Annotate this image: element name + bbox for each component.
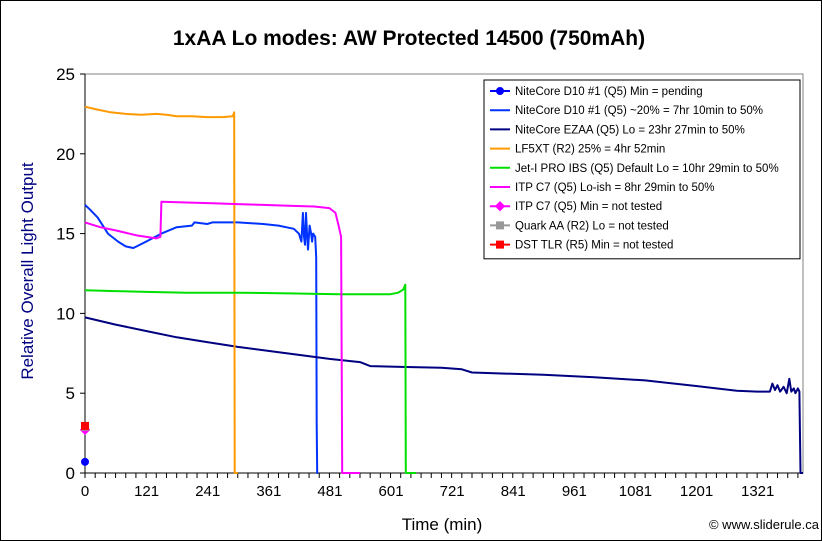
legend-entry: ITP C7 (Q5) Lo-ish = 8hr 29min to 50% [490,182,715,194]
series-line [84,200,360,474]
legend-entry: LF5XT (R2) 25% = 4hr 52min [490,144,665,156]
x-tick-label: 1321 [741,483,774,500]
data-point [81,421,89,430]
legend-entry: Quark AA (R2) Lo = not tested [490,220,669,232]
legend-entry: NiteCore D10 #1 (Q5) ~20% = 7hr 10min to… [490,105,763,117]
x-tick-label: 1081 [619,483,652,500]
series-3 [84,316,803,474]
series-line [84,316,803,474]
x-tick-label: 1201 [680,483,713,500]
legend-entry: Jet-I PRO IBS (Q5) Default Lo = 10hr 29m… [490,163,779,175]
series-layer [79,105,803,474]
legend-label: NiteCore D10 #1 (Q5) ~20% = 7hr 10min to… [515,105,763,117]
series-5 [84,283,416,474]
y-tick-label: 10 [56,304,75,323]
y-tick-label: 0 [66,464,75,483]
x-tick-label: 721 [440,483,465,500]
legend-label: Quark AA (R2) Lo = not tested [515,220,669,232]
legend-marker [494,200,506,212]
x-axis-label: Time (min) [402,515,483,534]
legend-marker [496,87,504,95]
legend-label: LF5XT (R2) 25% = 4hr 52min [515,144,665,156]
y-axis-label: Relative Overall Light Output [18,162,37,380]
legend-box [483,79,801,260]
data-point [81,457,89,466]
legend-entry: NiteCore EZAA (Q5) Lo = 23hr 27min to 50… [490,124,745,136]
series-9 [81,421,89,430]
x-tick-label: 0 [81,483,89,500]
x-tick-label: 481 [317,483,342,500]
legend-label: DST TLR (R5) Min = not tested [515,240,673,252]
series-line [84,204,319,474]
x-tick-label: 241 [195,483,220,500]
legend-label: Jet-I PRO IBS (Q5) Default Lo = 10hr 29m… [515,163,779,175]
series-2 [84,204,319,474]
chart-title: 1xAA Lo modes: AW Protected 14500 (750mA… [173,27,645,50]
legend-label: ITP C7 (Q5) Lo-ish = 8hr 29min to 50% [515,182,715,194]
y-tick-label: 15 [56,225,75,244]
series-6 [84,200,360,474]
legend: NiteCore D10 #1 (Q5) Min = pending NiteCo… [483,79,801,260]
legend-label: NiteCore D10 #1 (Q5) Min = pending [515,86,703,98]
x-tick-label: 841 [501,483,526,500]
x-tick-label: 121 [134,483,159,500]
series-line [84,283,416,474]
y-tick-label: 5 [66,384,75,403]
legend-marker [496,240,504,249]
legend-label: ITP C7 (Q5) Min = not tested [515,201,662,213]
series-4 [84,105,238,474]
axes: 0 5 10 15 20 25 0 121 241 361 481 601 721 841 961 1081 1… [56,65,803,500]
x-tick-label: 961 [562,483,587,500]
x-tick-label: 601 [379,483,404,500]
legend-label: NiteCore EZAA (Q5) Lo = 23hr 27min to 50… [515,124,745,136]
legend-entry: NiteCore D10 #1 (Q5) Min = pending [490,86,703,98]
legend-entry: ITP C7 (Q5) Min = not tested [490,200,662,213]
credit-text: © www.sliderule.ca [709,517,820,532]
series-line [84,105,238,474]
series-1 [81,457,89,466]
y-tick-label: 20 [56,145,75,164]
x-tick-label: 361 [256,483,281,500]
legend-marker [496,221,504,230]
y-tick-label: 25 [56,65,75,84]
legend-entry: DST TLR (R5) Min = not tested [490,240,673,252]
